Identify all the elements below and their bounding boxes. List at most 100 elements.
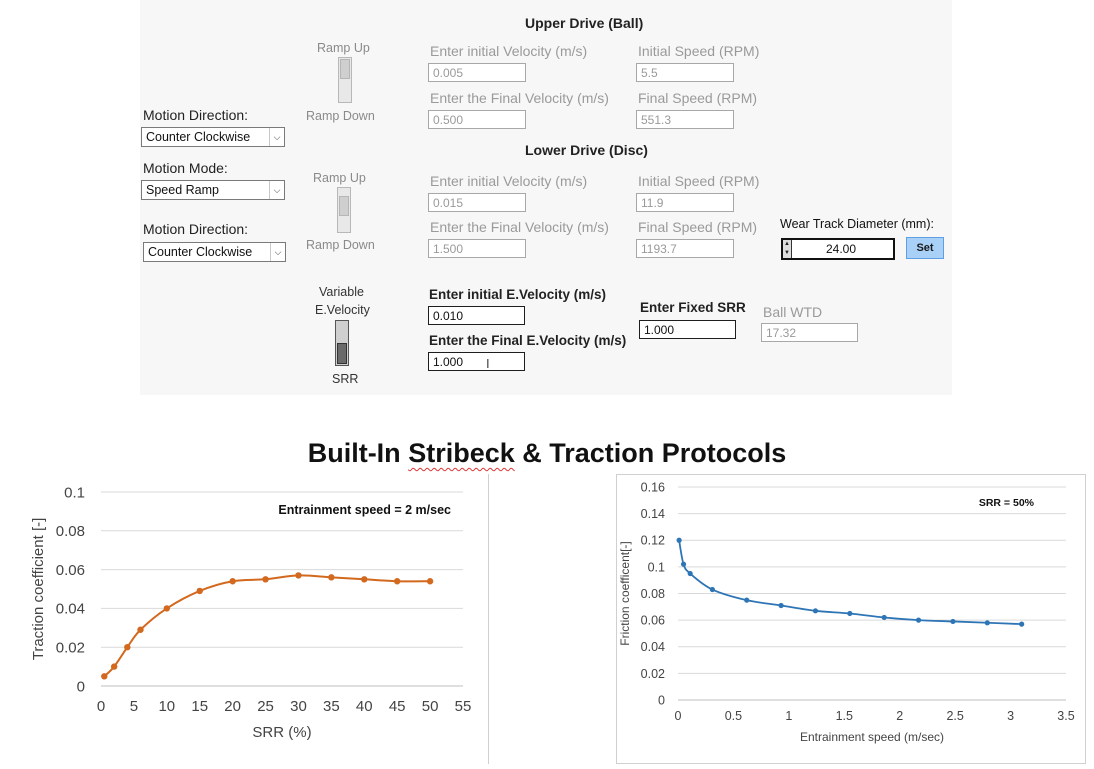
variable-mode-slider-thumb[interactable] xyxy=(337,343,347,364)
wear-track-diameter-spinner[interactable]: ▲ ▼ 24.00 xyxy=(781,238,895,260)
wear-track-diameter-label: Wear Track Diameter (mm): xyxy=(780,217,934,231)
x-tick-label: 3 xyxy=(1007,709,1014,723)
motion-direction-select[interactable]: Counter Clockwise ⌵ xyxy=(141,127,285,147)
ramp-up-label: Ramp Up xyxy=(313,171,366,185)
data-point xyxy=(164,605,170,611)
ball-wtd-label: Ball WTD xyxy=(763,304,822,320)
initial-speed-label: Initial Speed (RPM) xyxy=(638,43,759,59)
ball-wtd-field: 17.32 xyxy=(761,323,858,342)
data-point xyxy=(1019,622,1024,627)
initial-evelocity-input[interactable]: 0.010 xyxy=(428,306,525,325)
initial-speed-field: 5.5 xyxy=(636,63,734,82)
y-tick-label: 0.02 xyxy=(56,639,85,656)
data-point xyxy=(124,644,130,650)
data-point xyxy=(688,571,693,576)
chevron-down-icon[interactable]: ⌵ xyxy=(269,128,284,146)
title-part-2: Stribeck xyxy=(408,438,515,468)
ramp-down-label: Ramp Down xyxy=(306,238,375,252)
initial-velocity-label: Enter initial Velocity (m/s) xyxy=(430,173,587,189)
chart-annotation: Entrainment speed = 2 m/sec xyxy=(278,503,451,517)
variable-mode-slider[interactable] xyxy=(335,320,349,366)
ramp-slider-upper[interactable] xyxy=(338,57,352,103)
initial-velocity-input[interactable]: 0.005 xyxy=(428,63,526,82)
variable-label: Variable xyxy=(319,285,364,299)
upper-drive-header: Upper Drive (Ball) xyxy=(525,15,643,31)
fixed-srr-label: Enter Fixed SRR xyxy=(640,300,746,315)
y-tick-label: 0.12 xyxy=(641,534,665,548)
motion-mode-select[interactable]: Speed Ramp ⌵ xyxy=(141,180,285,200)
motion-direction-value: Counter Clockwise xyxy=(146,130,250,144)
final-velocity-label: Enter the Final Velocity (m/s) xyxy=(430,90,609,106)
title-part-3: & Traction Protocols xyxy=(515,438,787,468)
traction-chart-container: 0 0.02 0.04 0.06 0.08 0.1 0 5 10 15 20 25 30 35 40 45 50… xyxy=(8,474,489,764)
section-title: Built-In Stribeck & Traction Protocols xyxy=(0,438,1094,469)
final-velocity-input[interactable]: 1.500 xyxy=(428,239,526,258)
chevron-down-icon[interactable]: ⌵ xyxy=(270,243,285,261)
data-point xyxy=(710,587,715,592)
final-speed-field: 551.3 xyxy=(636,110,734,129)
data-point xyxy=(328,574,334,580)
chevron-down-icon[interactable]: ⌵ xyxy=(269,181,284,199)
data-point xyxy=(677,538,682,543)
x-tick-label: 20 xyxy=(224,698,241,715)
motion-direction-value: Counter Clockwise xyxy=(148,245,252,259)
y-tick-label: 0.04 xyxy=(56,601,85,618)
spinner-arrows-icon[interactable]: ▲ ▼ xyxy=(783,240,792,258)
data-point xyxy=(950,619,955,624)
x-tick-label: 5 xyxy=(130,698,138,715)
y-tick-label: 0.14 xyxy=(641,507,665,521)
initial-speed-label: Initial Speed (RPM) xyxy=(638,173,759,189)
y-axis-label: Traction coefficient [-] xyxy=(30,518,47,661)
ramp-up-label: Ramp Up xyxy=(317,41,370,55)
y-tick-label: 0.02 xyxy=(641,667,665,681)
data-point xyxy=(916,618,921,623)
y-axis-label: Friction coefficent[-] xyxy=(618,541,632,645)
x-tick-label: 10 xyxy=(158,698,175,715)
initial-velocity-label: Enter initial Velocity (m/s) xyxy=(430,43,587,59)
initial-speed-field: 11.9 xyxy=(636,193,734,212)
ramp-slider-thumb[interactable] xyxy=(339,196,349,216)
motion-direction-select[interactable]: Counter Clockwise ⌵ xyxy=(143,242,286,262)
y-tick-label: 0.1 xyxy=(648,560,665,574)
x-tick-label: 2.5 xyxy=(946,709,963,723)
final-evelocity-label: Enter the Final E.Velocity (m/s) xyxy=(429,333,626,348)
fixed-srr-input[interactable]: 1.000 xyxy=(639,320,736,339)
final-velocity-label: Enter the Final Velocity (m/s) xyxy=(430,219,609,235)
data-point xyxy=(394,578,400,584)
motion-direction-label: Motion Direction: xyxy=(143,107,248,123)
data-point xyxy=(137,627,143,633)
ramp-down-label: Ramp Down xyxy=(306,109,375,123)
x-axis-label: Entrainment speed (m/sec) xyxy=(800,730,944,744)
ramp-slider-lower[interactable] xyxy=(337,187,351,233)
x-tick-label: 1 xyxy=(785,709,792,723)
y-tick-label: 0.1 xyxy=(64,484,85,501)
data-point xyxy=(813,608,818,613)
x-tick-label: 25 xyxy=(257,698,274,715)
traction-chart: 0 0.02 0.04 0.06 0.08 0.1 0 5 10 15 20 25 30 35 40 45 50… xyxy=(8,474,488,764)
x-tick-label: 30 xyxy=(290,698,307,715)
x-tick-label: 40 xyxy=(356,698,373,715)
initial-velocity-input[interactable]: 0.015 xyxy=(428,193,526,212)
data-point xyxy=(985,620,990,625)
data-point xyxy=(262,576,268,582)
data-point xyxy=(778,603,783,608)
data-point xyxy=(847,611,852,616)
motion-mode-value: Speed Ramp xyxy=(146,183,219,197)
ramp-slider-thumb[interactable] xyxy=(340,59,350,79)
set-button[interactable]: Set xyxy=(906,237,944,259)
initial-evelocity-label: Enter initial E.Velocity (m/s) xyxy=(429,287,606,302)
wear-track-diameter-value: 24.00 xyxy=(793,242,889,256)
y-tick-label: 0 xyxy=(658,693,665,707)
x-tick-label: 50 xyxy=(422,698,439,715)
data-point xyxy=(882,615,887,620)
data-point xyxy=(744,598,749,603)
x-tick-label: 35 xyxy=(323,698,340,715)
chart-annotation: SRR = 50% xyxy=(979,497,1035,509)
data-point xyxy=(427,578,433,584)
final-speed-field: 1193.7 xyxy=(636,239,734,258)
data-point xyxy=(681,562,686,567)
title-part-1: Built-In xyxy=(308,438,408,468)
x-axis-label: SRR (%) xyxy=(252,724,311,741)
final-velocity-input[interactable]: 0.500 xyxy=(428,110,526,129)
final-evelocity-input[interactable]: 1.000 xyxy=(428,352,525,371)
